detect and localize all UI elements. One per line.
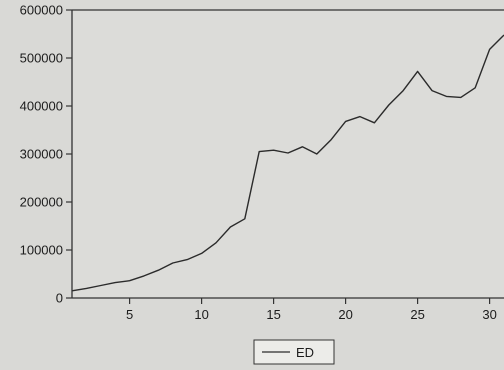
legend-label-ed: ED — [296, 345, 314, 360]
x-tick-label: 5 — [126, 307, 133, 322]
y-tick-label: 0 — [56, 291, 63, 306]
y-tick-label: 500000 — [20, 51, 63, 66]
x-tick-label: 25 — [410, 307, 424, 322]
y-tick-label: 300000 — [20, 147, 63, 162]
x-tick-label: 10 — [194, 307, 208, 322]
x-axis-ticks: 5 10 15 20 25 30 — [126, 298, 497, 322]
x-tick-label: 30 — [482, 307, 496, 322]
y-tick-label: 200000 — [20, 195, 63, 210]
series-line-ed — [71, 34, 504, 292]
y-tick-label: 100000 — [20, 243, 63, 258]
legend: ED — [253, 339, 335, 365]
y-tick-label: 600000 — [20, 3, 63, 18]
x-tick-label: 15 — [266, 307, 280, 322]
y-tick-label: 400000 — [20, 99, 63, 114]
y-axis-ticks: 0 100000 200000 300000 400000 500000 600000 — [20, 3, 72, 306]
series-layer — [71, 34, 504, 292]
x-tick-label: 20 — [338, 307, 352, 322]
plot-area — [72, 10, 504, 298]
